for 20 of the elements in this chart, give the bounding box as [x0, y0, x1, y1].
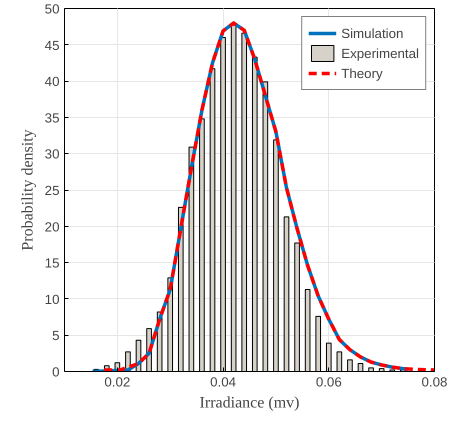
y-tick-label: 25 — [44, 183, 60, 198]
x-tick-label: 0.04 — [210, 374, 237, 390]
y-tick-label: 45 — [44, 38, 60, 53]
x-tick-label: 0.08 — [422, 374, 448, 390]
legend-label: Theory — [341, 66, 383, 80]
x-tick-label: 0.06 — [316, 374, 342, 390]
y-tick-label: 35 — [44, 110, 60, 126]
x-tick-label: 0.02 — [104, 374, 130, 390]
y-tick-label: 50 — [44, 2, 60, 16]
y-tick-label: 20 — [44, 219, 60, 234]
y-tick-label: 5 — [52, 328, 60, 344]
y-tick-label: 30 — [44, 146, 60, 162]
y-tick-label: 40 — [44, 74, 60, 90]
y-tick-label: 15 — [44, 256, 60, 271]
legend-label: Simulation — [341, 26, 404, 40]
x-axis-title: Irradiance (mv) — [200, 394, 300, 412]
y-axis-title: Probability density — [20, 129, 37, 251]
y-tick-label: 10 — [44, 292, 60, 307]
legend-label: Experimental — [341, 46, 419, 60]
y-tick-label: 0 — [52, 364, 60, 380]
